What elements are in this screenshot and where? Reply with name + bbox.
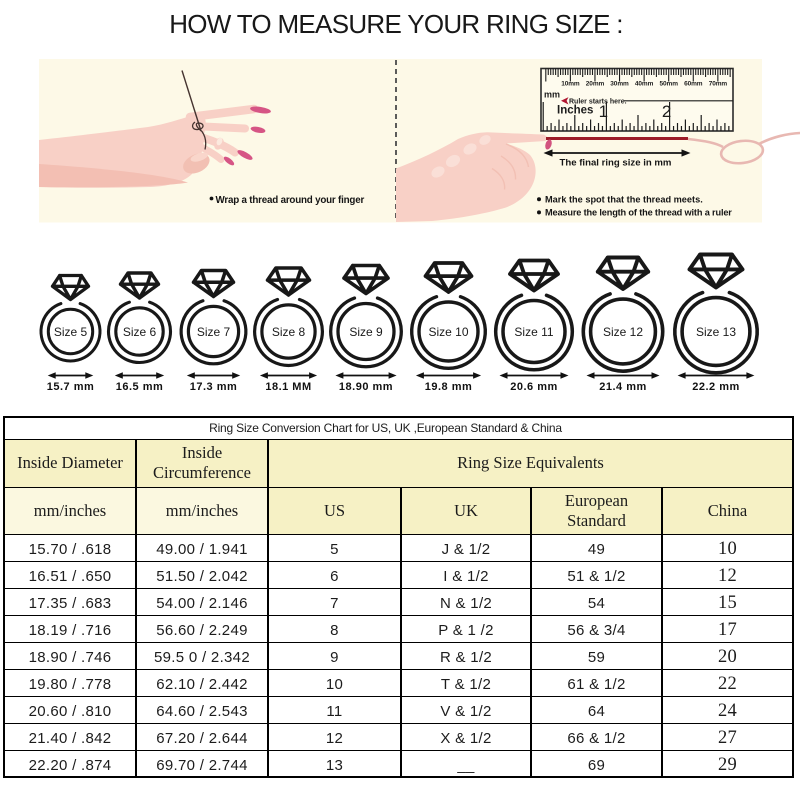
svg-text:19.8 mm: 19.8 mm xyxy=(425,381,473,393)
svg-text:21.4 mm: 21.4 mm xyxy=(599,381,647,393)
svg-text:30mm: 30mm xyxy=(610,81,629,88)
svg-text:Size 6: Size 6 xyxy=(123,325,157,339)
svg-text:20mm: 20mm xyxy=(586,81,605,88)
svg-text:The final ring size in mm: The final ring size in mm xyxy=(560,158,672,169)
svg-text:60mm: 60mm xyxy=(684,81,703,88)
svg-text:18.90 mm: 18.90 mm xyxy=(339,381,393,393)
svg-text:Mark the spot that the thread: Mark the spot that the thread meets. xyxy=(545,194,703,204)
svg-text:Ruler starts here.: Ruler starts here. xyxy=(569,98,627,105)
svg-text:40mm: 40mm xyxy=(635,81,654,88)
svg-text:70mm: 70mm xyxy=(709,81,728,88)
svg-text:17.3 mm: 17.3 mm xyxy=(190,381,238,393)
svg-text:Size 9: Size 9 xyxy=(349,325,383,339)
svg-text:50mm: 50mm xyxy=(660,81,679,88)
svg-text:Size 5: Size 5 xyxy=(54,325,88,339)
svg-text:Size 13: Size 13 xyxy=(696,325,736,339)
svg-text:20.6 mm: 20.6 mm xyxy=(510,381,558,393)
svg-text:1: 1 xyxy=(599,102,608,121)
svg-text:15.7 mm: 15.7 mm xyxy=(47,381,95,393)
svg-text:Size 7: Size 7 xyxy=(197,325,231,339)
svg-text:Size 8: Size 8 xyxy=(272,325,306,339)
svg-text:Inches: Inches xyxy=(557,105,593,117)
svg-text:16.5 mm: 16.5 mm xyxy=(116,381,164,393)
svg-text:22.2 mm: 22.2 mm xyxy=(692,381,740,393)
svg-text:mm: mm xyxy=(544,90,560,100)
svg-text:10mm: 10mm xyxy=(561,81,580,88)
svg-text:Size 10: Size 10 xyxy=(428,325,468,339)
svg-text:18.1 MM: 18.1 MM xyxy=(265,381,311,393)
svg-text:Measure the length of the thre: Measure the length of the thread with a … xyxy=(545,207,732,217)
svg-text:Size 11: Size 11 xyxy=(514,325,553,339)
svg-text:Wrap a thread around your fing: Wrap a thread around your finger xyxy=(216,195,365,206)
svg-text:Size 12: Size 12 xyxy=(603,325,643,339)
svg-text:2: 2 xyxy=(662,102,671,121)
